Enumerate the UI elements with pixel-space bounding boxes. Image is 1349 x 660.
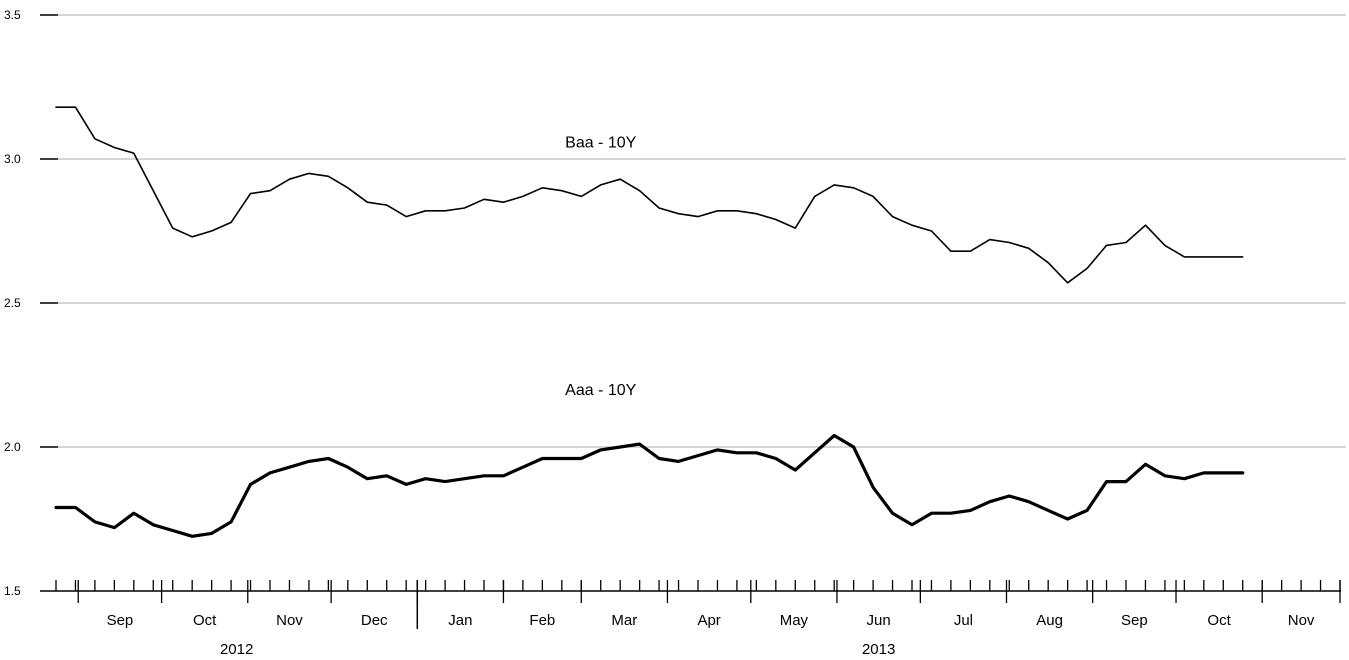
y-axis: 1.5 2.0 2.5 3.0 3.5 [4,8,58,598]
x-tick-label: May [780,612,809,629]
x-tick-label: Jan [448,612,472,629]
series-lines [54,106,1245,538]
x-tick-label: Oct [1207,612,1231,629]
x-tick-label: Feb [529,612,555,629]
x-tick-label: Nov [1288,612,1315,629]
gridlines [40,14,1346,448]
series-label: Baa - 10Y [565,134,636,151]
x-tick-label: Nov [276,612,303,629]
series-line-aaa [54,433,1245,538]
x-tick-label: Jul [954,612,973,629]
x-tick-label: Sep [107,612,134,629]
series-annotations: Baa - 10Y Aaa - 10Y [565,134,636,399]
x-tick-label: Apr [697,612,720,629]
y-tick-label: 3.5 [4,8,21,22]
x-tick-label: Mar [611,612,637,629]
year-label: 2013 [862,641,895,658]
x-tick-label: Sep [1121,612,1148,629]
series-line-baa [55,106,1244,284]
x-tick-label: Aug [1036,612,1063,629]
y-tick-label: 1.5 [4,584,21,598]
y-tick-label: 3.0 [4,152,21,166]
x-tick-label: Dec [361,612,388,629]
x-tick-label: Jun [867,612,891,629]
series-label: Aaa - 10Y [565,382,636,399]
x-tick-label: Oct [193,612,217,629]
y-tick-label: 2.5 [4,296,21,310]
year-label: 2012 [220,641,253,658]
y-tick-label: 2.0 [4,440,21,454]
x-axis: Sep Oct Nov Dec Jan Feb Mar Apr May Jun Jul Aug Sep O… [40,580,1341,658]
